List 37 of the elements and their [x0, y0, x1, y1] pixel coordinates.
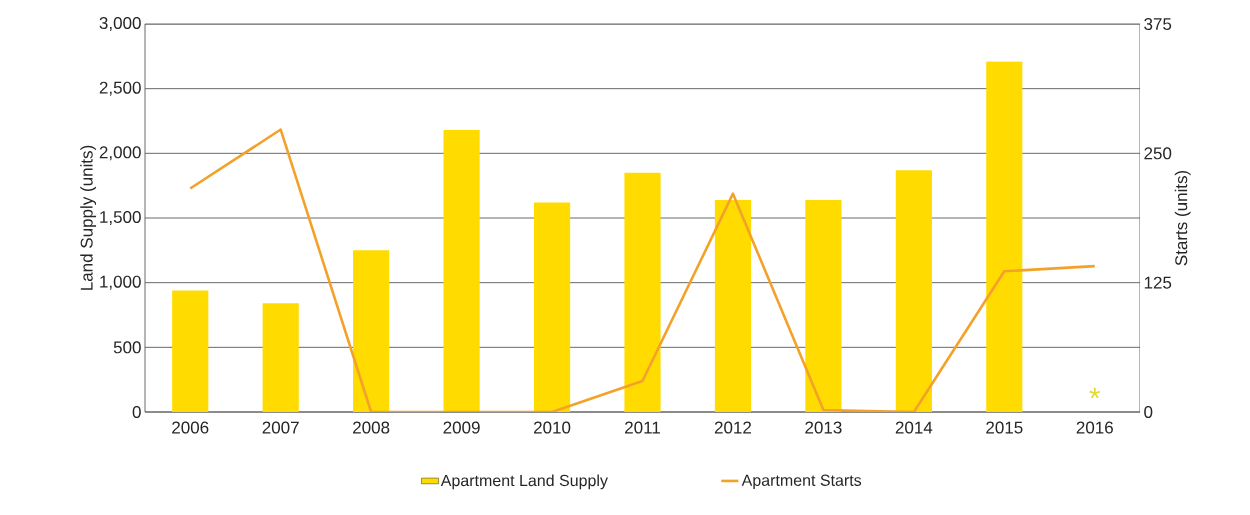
bar: [262, 303, 299, 412]
y-tick-label: 0: [132, 405, 141, 419]
bar: [624, 172, 661, 412]
legend-label: Apartment Land Supply: [440, 474, 608, 490]
bar: [895, 170, 932, 412]
x-tick-label: 2008: [353, 421, 390, 434]
x-tick-label: 2009: [443, 421, 480, 434]
x-tick-label: 2010: [534, 421, 571, 434]
y2-tick-label: 125: [1144, 276, 1172, 289]
y-tick-label: 500: [113, 341, 141, 354]
bar: [533, 202, 571, 412]
x-tick-label: 2014: [895, 421, 933, 434]
bar: [805, 199, 842, 412]
y-tick-label: 1,500: [100, 210, 141, 226]
y2-tick-label: 250: [1144, 147, 1172, 160]
x-tick-label: 2006: [172, 421, 209, 434]
x-tick-label: 2013: [805, 421, 842, 434]
y-tick-label: 1,000: [100, 275, 141, 290]
y-axis-title: Land Supply (units): [80, 145, 97, 290]
x-tick-label: 2007: [262, 421, 299, 434]
x-tick-label: 2015: [986, 421, 1023, 434]
y2-axis-title: Starts (units): [1174, 170, 1191, 266]
annotation: *: [1089, 387, 1101, 399]
legend-label: Apartment Starts: [741, 474, 862, 490]
bar: [443, 130, 480, 412]
y2-tick-label: 0: [1144, 405, 1153, 419]
y2-tick-label: 375: [1144, 17, 1172, 31]
bar: [353, 250, 390, 412]
bar: [986, 61, 1023, 412]
bar: [172, 290, 209, 412]
x-tick-label: 2016: [1076, 421, 1113, 434]
y-tick-label: 2,000: [99, 146, 141, 161]
y-tick-label: 3,000: [99, 16, 141, 32]
x-tick-label: 2011: [625, 421, 660, 434]
y-tick-label: 2,500: [99, 81, 141, 96]
bar: [714, 199, 752, 412]
x-tick-label: 2012: [714, 421, 751, 434]
